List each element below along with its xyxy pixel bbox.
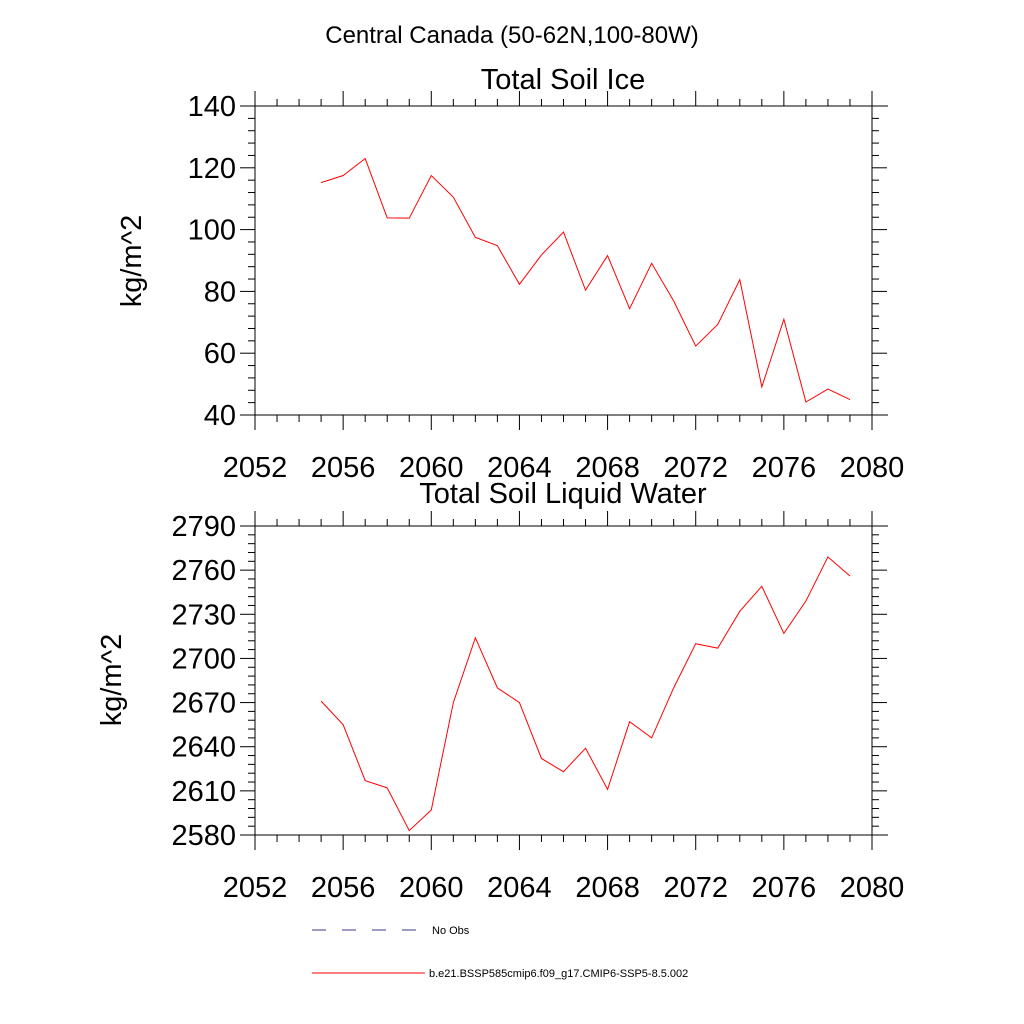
soil-ice-y-tick-label: 120 xyxy=(188,153,236,185)
soil-ice-x-tick-label: 2064 xyxy=(487,452,552,484)
soil-liquid-water-x-tick-label: 2060 xyxy=(399,872,464,904)
soil-ice-x-tick-label: 2052 xyxy=(223,452,288,484)
soil-ice-x-tick-label: 2068 xyxy=(575,452,640,484)
soil-liquid-water-x-tick-label: 2064 xyxy=(487,872,552,904)
soil-ice-x-tick-label: 2076 xyxy=(752,452,817,484)
soil-liquid-water-y-tick-label: 2580 xyxy=(171,820,236,852)
soil-liquid-water-x-tick-label: 2080 xyxy=(840,872,905,904)
soil-ice-y-axis-label: kg/m^2 xyxy=(116,215,148,308)
soil-ice-y-tick-label: 140 xyxy=(188,91,236,123)
soil-ice-x-tick-label: 2080 xyxy=(840,452,905,484)
soil-liquid-water-x-tick-label: 2068 xyxy=(575,872,640,904)
soil-liquid-water-x-tick-label: 2052 xyxy=(223,872,288,904)
soil-ice-y-tick-label: 40 xyxy=(204,400,236,432)
soil-liquid-water-x-tick-label: 2056 xyxy=(311,872,376,904)
soil-liquid-water-y-tick-label: 2700 xyxy=(171,643,236,675)
soil-liquid-water-plot-area: 2052 2056 2060 2064 2068 2072 2076 2080 2580 2610… xyxy=(171,511,904,904)
soil-liquid-water-panel: Total Soil Liquid Water kg/m^2 2052 2056 2… xyxy=(96,478,904,904)
soil-ice-x-tick-label: 2060 xyxy=(399,452,464,484)
soil-ice-x-tick-label: 2056 xyxy=(311,452,376,484)
legend-obs-label: No Obs xyxy=(432,925,470,937)
figure-title: Central Canada (50-62N,100-80W) xyxy=(325,22,699,49)
soil-ice-y-tick-label: 60 xyxy=(204,338,236,370)
soil-liquid-water-y-tick-label: 2640 xyxy=(171,732,236,764)
soil-ice-panel: Total Soil Ice kg/m^2 2052 2056 2060 2064 20… xyxy=(116,64,904,484)
soil-liquid-water-x-tick-label: 2072 xyxy=(663,872,728,904)
soil-liquid-water-y-tick-label: 2610 xyxy=(171,776,236,808)
soil-liquid-water-y-tick-label: 2790 xyxy=(171,511,236,543)
legend: No Obs b.e21.BSSP585cmip6.f09_g17.CMIP6-… xyxy=(312,925,688,980)
soil-liquid-water-x-tick-label: 2076 xyxy=(752,872,817,904)
soil-liquid-water-y-axis-label: kg/m^2 xyxy=(96,634,128,727)
soil-ice-x-tick-label: 2072 xyxy=(663,452,728,484)
legend-model-label: b.e21.BSSP585cmip6.f09_g17.CMIP6-SSP5-8.… xyxy=(429,968,688,980)
soil-liquid-water-y-tick-label: 2730 xyxy=(171,599,236,631)
soil-ice-title: Total Soil Ice xyxy=(481,64,645,96)
soil-ice-y-tick-label: 80 xyxy=(204,276,236,308)
soil-ice-y-tick-label: 100 xyxy=(188,215,236,247)
soil-ice-series-line xyxy=(320,157,851,403)
soil-liquid-water-title: Total Soil Liquid Water xyxy=(419,478,707,510)
soil-liquid-water-y-tick-label: 2670 xyxy=(171,688,236,720)
soil-ice-plot-area: 2052 2056 2060 2064 2068 2072 2076 2080 40 60 80 10… xyxy=(188,91,905,484)
soil-liquid-water-y-tick-label: 2760 xyxy=(171,555,236,587)
soil-liquid-water-series-line xyxy=(320,556,851,832)
